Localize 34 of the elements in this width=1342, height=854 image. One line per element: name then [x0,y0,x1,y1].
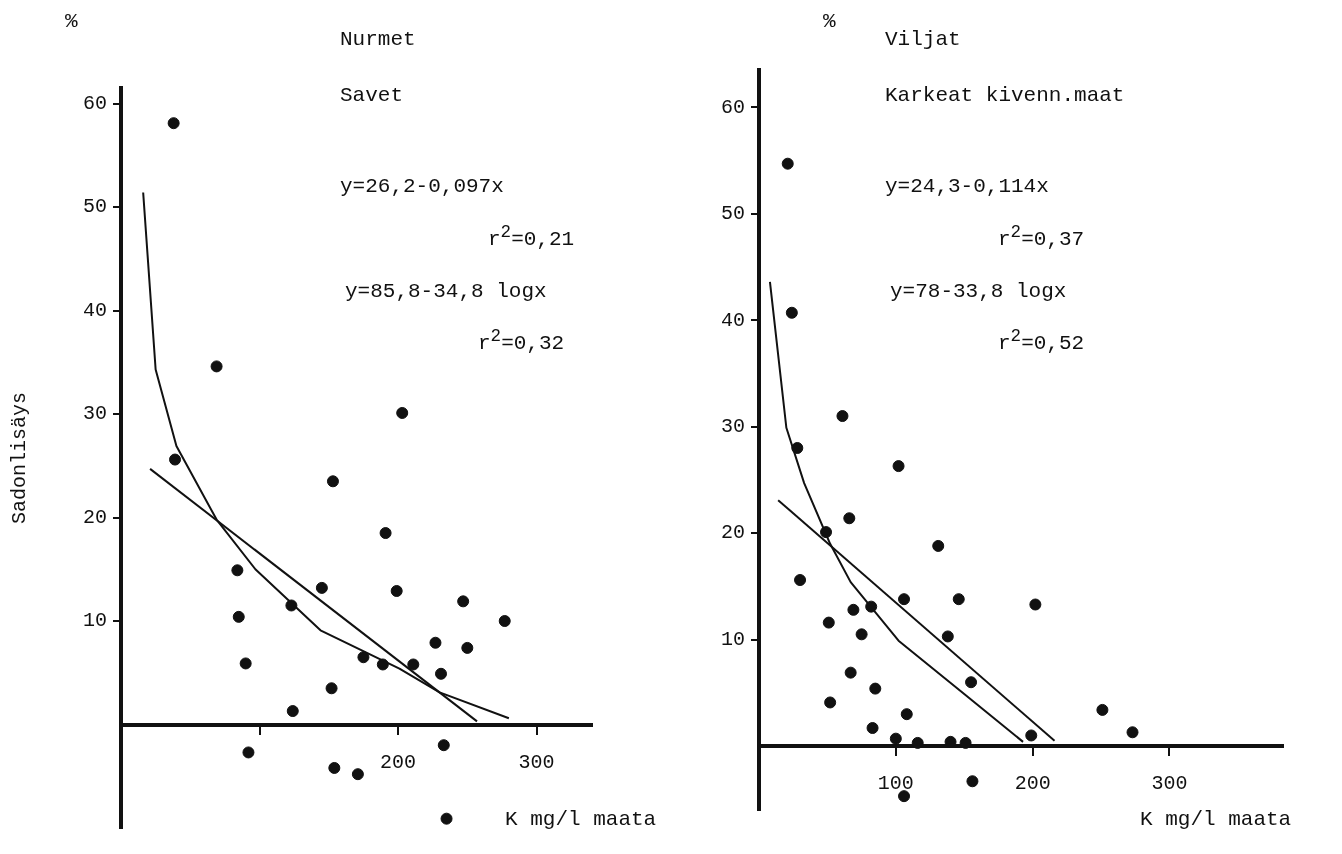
y-tick-label: 40 [720,308,745,332]
x-axis-title: K mg/l maata [505,807,657,833]
y-tick-label: 40 [82,298,107,322]
y-tick-label: 10 [82,609,107,633]
y-axis-title: Sadonlisäys [8,391,32,525]
y-tick-label: 20 [720,521,745,545]
annotation: r$^{2}$=0,52 [998,325,1085,357]
annotation: r$^{2}$=0,32 [478,325,565,357]
y-tick-label: 30 [82,402,107,426]
y-tick-label: 30 [720,414,745,438]
annotation: y=85,8-34,8 logx [345,279,547,305]
annotation: y=78-33,8 logx [890,279,1067,305]
annotation: y=26,2-0,097x [340,174,504,200]
y-tick-label: 20 [82,505,107,529]
x-tick-label: 200 [380,750,417,774]
annotation: r$^{2}$=0,37 [998,221,1085,253]
annotation: y=24,3-0,114x [885,174,1049,200]
text: % [823,9,836,35]
annotation: r$^{2}$=0,21 [488,221,575,253]
text: % [65,9,78,35]
x-tick-label: 300 [518,750,555,774]
y-tick-label: 50 [720,202,745,226]
y-tick-label: 50 [82,195,107,219]
y-tick-label: 60 [720,95,745,119]
text: Karkeat kivenn.maat [885,83,1125,109]
x-tick-label: 300 [1151,772,1188,796]
chart-subtitle: Savet [340,83,404,109]
chart-title: Viljat [885,27,961,53]
x-axis-title: K mg/l maata [1140,807,1292,833]
x-tick-label: 100 [877,772,914,796]
y-tick-label: 60 [82,91,107,115]
chart-title: Nurmet [340,27,416,53]
y-tick-label: 10 [720,627,745,651]
x-tick-label: 200 [1014,772,1051,796]
